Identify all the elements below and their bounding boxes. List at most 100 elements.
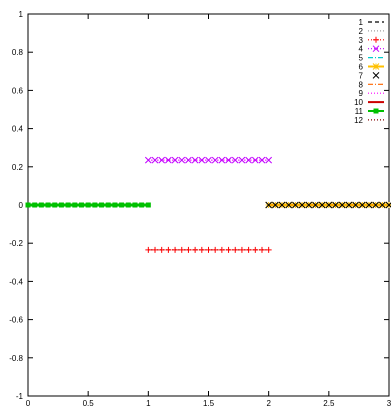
series-7-point-0: [265, 201, 273, 209]
series-4-point-17: [258, 156, 266, 164]
axis-ticks: 0 0.5 1 1.5 2 2.5 3 1 0.8 0.6 0.4 0.2 0 -0.2 -0.4 -0.6 -…: [9, 10, 391, 408]
series-11-point-2: [38, 202, 44, 208]
series-7-point-9: [325, 201, 333, 209]
series-11-point-7: [72, 202, 78, 208]
series-7-point-18: [385, 201, 391, 209]
x-tick-label-0: 0: [26, 399, 31, 408]
y-tick-label-3: 0.4: [12, 125, 24, 134]
series-7-point-8: [318, 201, 326, 209]
series-7-point-13: [352, 201, 359, 209]
x-tick-label-1: 0.5: [83, 399, 95, 408]
legend-marker-6: [372, 63, 380, 70]
legend-marker-7: [372, 72, 380, 79]
series-3-point-7: [192, 246, 199, 253]
series-4-point-10: [211, 156, 219, 164]
legend-label-2: 2: [359, 27, 364, 36]
series-7-point-15: [365, 201, 373, 209]
legend-marker-3: [373, 36, 379, 43]
x-tick-label-6: 3: [387, 399, 391, 408]
y-tick-label-1: 0.8: [12, 48, 24, 57]
series-3-point-16: [252, 246, 259, 253]
legend-marker-4: [372, 45, 380, 53]
legend-label-1: 1: [359, 18, 364, 27]
series-7-point-5: [298, 201, 306, 209]
series-4-point-16: [251, 156, 259, 164]
series-4-point-13: [231, 156, 239, 164]
series-7-point-17: [378, 201, 386, 209]
series-3-point-10: [212, 246, 219, 253]
legend-label-10: 10: [354, 98, 363, 107]
series-3-point-0: [145, 246, 152, 253]
series-11-point-17: [139, 202, 145, 208]
series-3-point-9: [205, 246, 212, 253]
x-tick-label-4: 2: [266, 399, 271, 408]
series-11-point-5: [58, 202, 64, 208]
series-3-point-3: [165, 246, 172, 253]
series-11-point-10: [92, 202, 98, 208]
y-tick-label-7: -0.4: [9, 277, 23, 286]
legend-label-9: 9: [359, 89, 364, 98]
series-11-point-12: [105, 202, 111, 208]
legend-label-7: 7: [359, 71, 364, 80]
series-4-point-1: [151, 156, 159, 164]
series-11-point-13: [112, 202, 118, 208]
series-4-point-12: [225, 156, 232, 164]
series-11-point-18: [145, 202, 151, 208]
series-4-point-18: [265, 156, 273, 164]
series-3-point-6: [185, 246, 192, 253]
series-3-point-11: [218, 246, 225, 253]
series-7-point-6: [305, 201, 313, 209]
legend-label-12: 12: [354, 116, 363, 125]
legend-label-11: 11: [355, 107, 364, 116]
series-7-point-3: [285, 201, 293, 209]
legend-label-8: 8: [359, 80, 364, 89]
series-11-point-11: [99, 202, 105, 208]
series-7-point-14: [358, 201, 366, 209]
legend-label-5: 5: [359, 54, 364, 63]
series-3-point-12: [225, 246, 232, 253]
legend-marker-11: [373, 108, 379, 114]
series-11-point-4: [52, 202, 58, 208]
series-3-point-8: [198, 246, 205, 253]
y-tick-label-8: -0.6: [9, 316, 23, 325]
series-7-point-1: [271, 201, 279, 209]
x-tick-label-2: 1: [146, 399, 151, 408]
series-4-point-7: [191, 156, 199, 164]
series-3-point-2: [158, 246, 165, 253]
series-4-point-9: [205, 156, 212, 164]
y-tick-label-4: 0.2: [12, 163, 24, 172]
series-7-point-16: [372, 201, 379, 209]
series-3-point-17: [258, 246, 265, 253]
series-3-point-4: [172, 246, 179, 253]
series-markers: [25, 156, 391, 253]
legend-label-6: 6: [359, 63, 364, 72]
series-11-point-1: [32, 202, 38, 208]
series-4-point-15: [245, 156, 252, 164]
series-11-point-6: [65, 202, 71, 208]
y-tick-label-10: -1: [16, 392, 24, 401]
series-11-point-0: [25, 202, 31, 208]
series-11-point-8: [78, 202, 84, 208]
y-tick-label-2: 0.6: [12, 86, 24, 95]
series-3-point-18: [265, 246, 272, 253]
series-3-point-15: [245, 246, 252, 253]
series-7-point-12: [345, 201, 353, 209]
series-7-point-4: [292, 201, 299, 209]
series-7-point-10: [332, 201, 339, 209]
series-11-point-14: [119, 202, 125, 208]
x-tick-label-5: 2.5: [323, 399, 335, 408]
series-4-point-3: [165, 156, 172, 164]
y-tick-label-5: 0: [19, 201, 24, 210]
series-4-point-5: [178, 156, 186, 164]
series-4-point-2: [158, 156, 166, 164]
y-tick-label-6: -0.2: [9, 239, 23, 248]
series-4-point-6: [185, 156, 192, 164]
series-3-point-14: [238, 246, 245, 253]
series-11-point-16: [132, 202, 138, 208]
series-4-point-8: [198, 156, 206, 164]
series-7-point-7: [312, 201, 319, 209]
series-4-point-11: [218, 156, 226, 164]
series-7-point-2: [278, 201, 286, 209]
y-tick-label-9: -0.8: [9, 354, 23, 363]
